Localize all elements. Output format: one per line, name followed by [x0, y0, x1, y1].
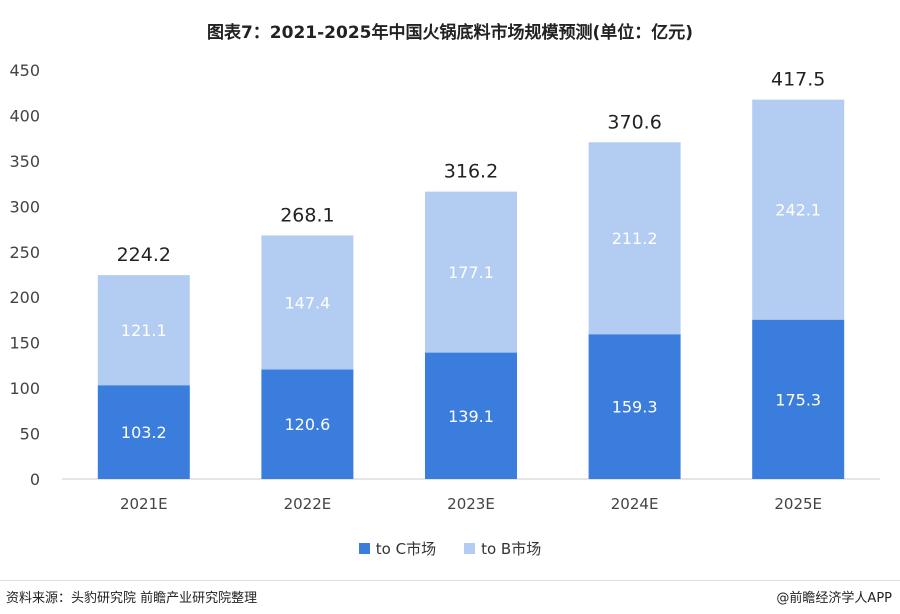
chart-title: 图表7：2021-2025年中国火锅底料市场规模预测(单位：亿元) — [206, 23, 694, 43]
y-tick-label: 150 — [9, 334, 40, 353]
bar-to-b — [588, 142, 681, 335]
source-note: 资料来源：头豹研究院 前瞻产业研究院整理 — [6, 591, 258, 606]
data-label-to-c: 103.2 — [121, 423, 167, 442]
data-label-to-b: 147.4 — [284, 293, 330, 312]
stacked-bar-chart: 0 50 100 150 200 250 300 350 400 450 103.2 121.1 224… — [9, 61, 880, 513]
data-label-to-c: 139.1 — [448, 407, 494, 426]
brand-credit: @前瞻经济学人APP — [776, 591, 892, 606]
footer: 资料来源：头豹研究院 前瞻产业研究院整理 @前瞻经济学人APP — [0, 580, 900, 606]
data-label-to-c: 159.3 — [612, 398, 658, 417]
y-tick-label: 250 — [9, 243, 40, 262]
x-tick-label: 2024E — [611, 495, 659, 513]
data-label-to-c: 175.3 — [775, 390, 821, 409]
y-tick-label: 350 — [9, 152, 40, 171]
data-label-total: 224.2 — [117, 244, 171, 266]
data-label-total: 268.1 — [280, 204, 334, 226]
legend-label-to-b: to B市场 — [481, 540, 542, 558]
bar-to-b — [97, 275, 190, 386]
bar-to-c — [97, 385, 190, 479]
bar-to-c — [425, 352, 517, 479]
bar-to-c — [588, 334, 681, 479]
data-label-to-c: 120.6 — [284, 415, 330, 434]
x-tick-label: 2022E — [284, 495, 332, 513]
y-tick-label: 100 — [9, 379, 40, 398]
data-label-total: 417.5 — [771, 69, 825, 91]
legend-item-to-c: to C市场 — [358, 538, 437, 559]
data-label-to-b: 211.2 — [612, 229, 658, 248]
x-tick-label: 2021E — [120, 495, 168, 513]
y-tick-label: 50 — [20, 425, 40, 444]
y-tick-label: 450 — [9, 61, 40, 80]
data-label-to-b: 242.1 — [775, 201, 821, 220]
legend-swatch-to-c — [358, 543, 370, 554]
legend-swatch-to-b — [464, 543, 476, 554]
y-tick-label: 0 — [30, 470, 40, 489]
chart-legend: to C市场 to B市场 — [0, 538, 900, 559]
y-tick-label: 200 — [9, 288, 40, 307]
data-label-to-b: 121.1 — [121, 321, 167, 340]
bar-to-b — [425, 191, 517, 353]
data-label-total: 316.2 — [444, 161, 498, 183]
y-tick-label: 300 — [9, 197, 40, 216]
x-tick-label: 2023E — [447, 495, 495, 513]
legend-item-to-b: to B市场 — [464, 538, 541, 559]
data-label-total: 370.6 — [607, 111, 661, 133]
x-tick-label: 2025E — [774, 495, 822, 513]
bar-to-b — [752, 99, 845, 320]
y-tick-label: 400 — [9, 106, 40, 125]
bar-to-b — [261, 235, 354, 370]
bar-to-c — [752, 319, 845, 479]
legend-label-to-c: to C市场 — [375, 540, 437, 558]
data-label-to-b: 177.1 — [448, 263, 494, 282]
bar-to-c — [261, 369, 354, 479]
